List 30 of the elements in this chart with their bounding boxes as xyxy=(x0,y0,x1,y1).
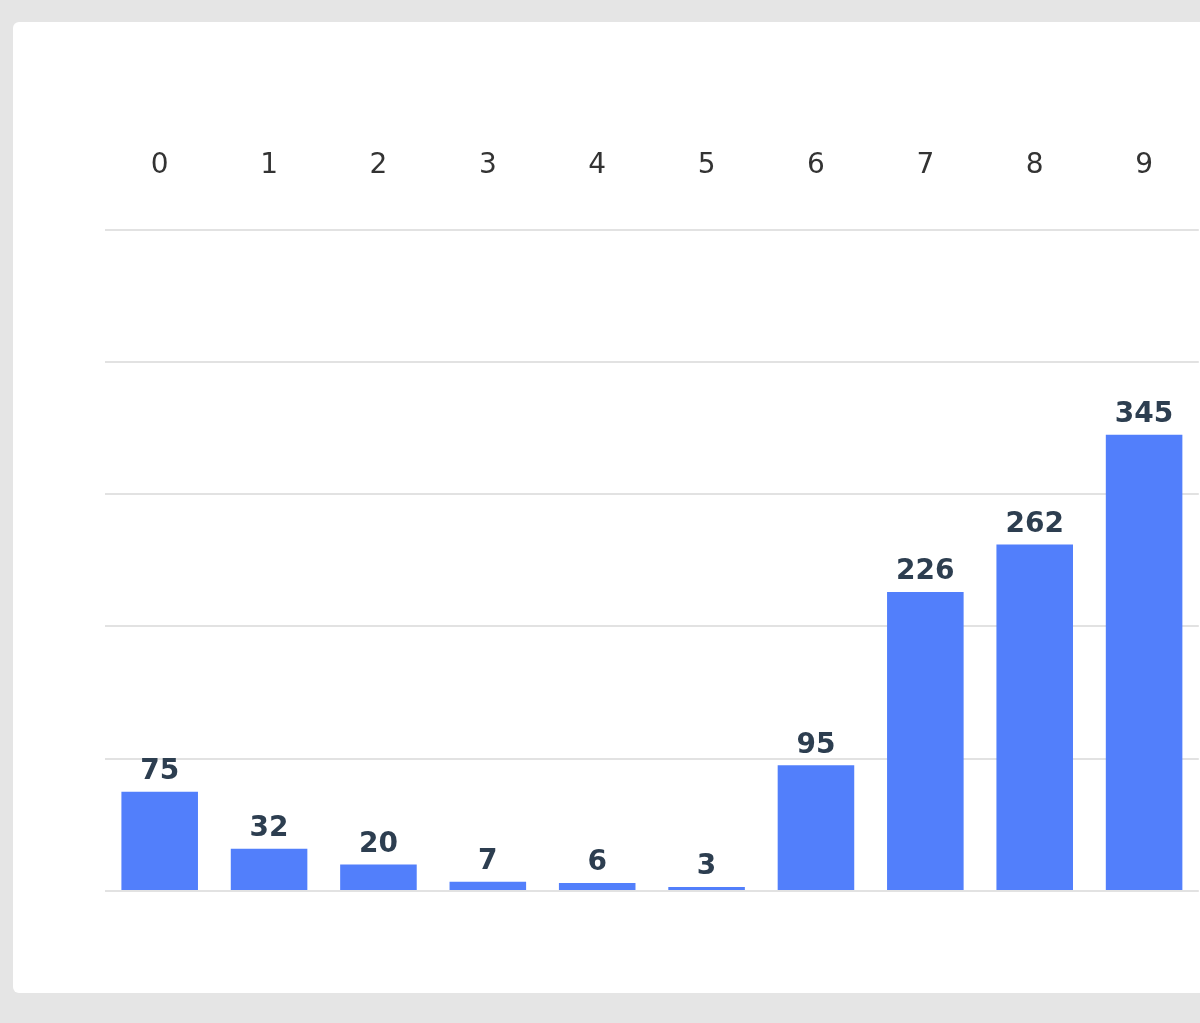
x-tick-label: 5 xyxy=(697,147,716,181)
bar xyxy=(668,887,745,890)
x-tick-label: 9 xyxy=(1135,147,1154,181)
bar xyxy=(777,765,855,890)
x-tick-label: 7 xyxy=(916,147,935,181)
data-label: 75 xyxy=(140,753,180,787)
bar xyxy=(449,881,527,890)
bar xyxy=(1105,434,1183,890)
bar xyxy=(887,592,964,890)
data-label: 32 xyxy=(249,809,289,843)
x-tick-label: 0 xyxy=(150,147,169,181)
bar xyxy=(340,864,417,890)
data-label: 345 xyxy=(1114,395,1174,429)
x-tick-label: 1 xyxy=(260,147,278,181)
data-label: 7 xyxy=(478,843,498,877)
bar xyxy=(230,848,308,890)
x-tick-label: 8 xyxy=(1025,147,1044,181)
x-tick-label: 4 xyxy=(588,147,607,181)
bar xyxy=(558,883,636,890)
data-label: 95 xyxy=(796,726,836,760)
data-label: 3 xyxy=(696,848,717,882)
x-tick-label: 6 xyxy=(807,147,825,181)
data-label: 20 xyxy=(358,825,398,859)
data-label: 262 xyxy=(1005,505,1064,539)
data-label: 6 xyxy=(587,844,607,878)
x-tick-label: 3 xyxy=(478,147,497,181)
data-label: 226 xyxy=(896,553,955,587)
bar xyxy=(996,544,1073,890)
x-tick-label: 2 xyxy=(369,147,388,181)
bar xyxy=(121,791,198,890)
